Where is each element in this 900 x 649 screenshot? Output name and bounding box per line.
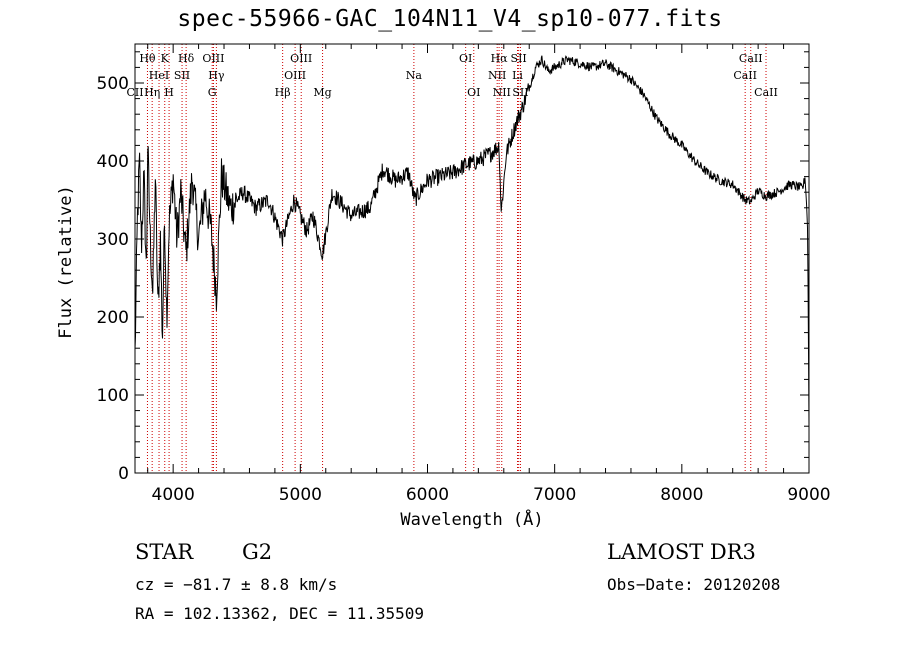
object-subclass: G2	[242, 540, 273, 564]
line-label: Hδ	[178, 52, 195, 65]
survey-label: LAMOST DR3	[607, 540, 756, 564]
x-tick-label: 6000	[406, 485, 449, 505]
y-tick-label: 300	[97, 230, 129, 250]
y-axis: 0 100 200 300 400 500	[97, 51, 809, 484]
x-axis: 4000 5000 6000 7000 8000 9000	[147, 44, 831, 505]
spectrum-series-group	[134, 55, 810, 428]
line-label: NII	[493, 86, 511, 99]
y-tick-label: 100	[97, 386, 129, 406]
line-label: CaII	[739, 52, 763, 65]
line-label: G	[208, 86, 217, 99]
line-label: K	[161, 52, 170, 65]
line-label: Hη	[144, 86, 160, 99]
line-label: H	[164, 86, 174, 99]
line-label: NII	[488, 69, 506, 82]
line-label: Hα	[491, 52, 509, 65]
y-tick-label: 500	[97, 74, 129, 94]
redshift-velocity: cz = −81.7 ± 8.8 km/s	[135, 575, 338, 594]
line-label: OI	[467, 86, 480, 99]
spectral-line-markers	[134, 44, 767, 473]
x-axis-label: Wavelength (Å)	[400, 510, 544, 530]
line-label: OIII	[284, 69, 306, 82]
object-class: STAR	[135, 540, 194, 564]
line-label: OI	[459, 52, 472, 65]
x-tick-label: 7000	[533, 485, 576, 505]
chart-title: spec-55966-GAC_104N11_V4_sp10-077.fits	[177, 6, 723, 32]
line-label: OIII	[290, 52, 312, 65]
x-tick-label: 8000	[660, 485, 703, 505]
line-label: SII	[511, 52, 527, 65]
line-label: Li	[512, 69, 523, 82]
x-tick-label: 9000	[787, 485, 830, 505]
line-label: OIII	[202, 52, 224, 65]
line-label: CaII	[754, 86, 778, 99]
y-tick-label: 400	[97, 152, 129, 172]
ra-dec-coordinates: RA = 102.13362, DEC = 11.35509	[135, 604, 424, 623]
line-label: Mg	[313, 86, 331, 99]
line-label: Hθ	[139, 52, 156, 65]
observation-date: Obs−Date: 20120208	[607, 575, 781, 594]
spectrum-line	[134, 55, 810, 428]
line-label: Hβ	[275, 86, 291, 99]
plot-frame	[134, 43, 810, 474]
line-label: Hγ	[208, 69, 225, 82]
y-tick-label: 200	[97, 308, 129, 328]
x-tick-label: 5000	[279, 485, 322, 505]
line-label: Na	[406, 69, 423, 82]
line-label: CaII	[733, 69, 757, 82]
y-axis-label: Flux (relative)	[56, 185, 76, 339]
line-label: HeI	[149, 69, 169, 82]
y-tick-label: 0	[118, 464, 129, 484]
line-label: SII	[512, 86, 528, 99]
x-tick-label: 4000	[152, 485, 195, 505]
line-label: SII	[174, 69, 190, 82]
